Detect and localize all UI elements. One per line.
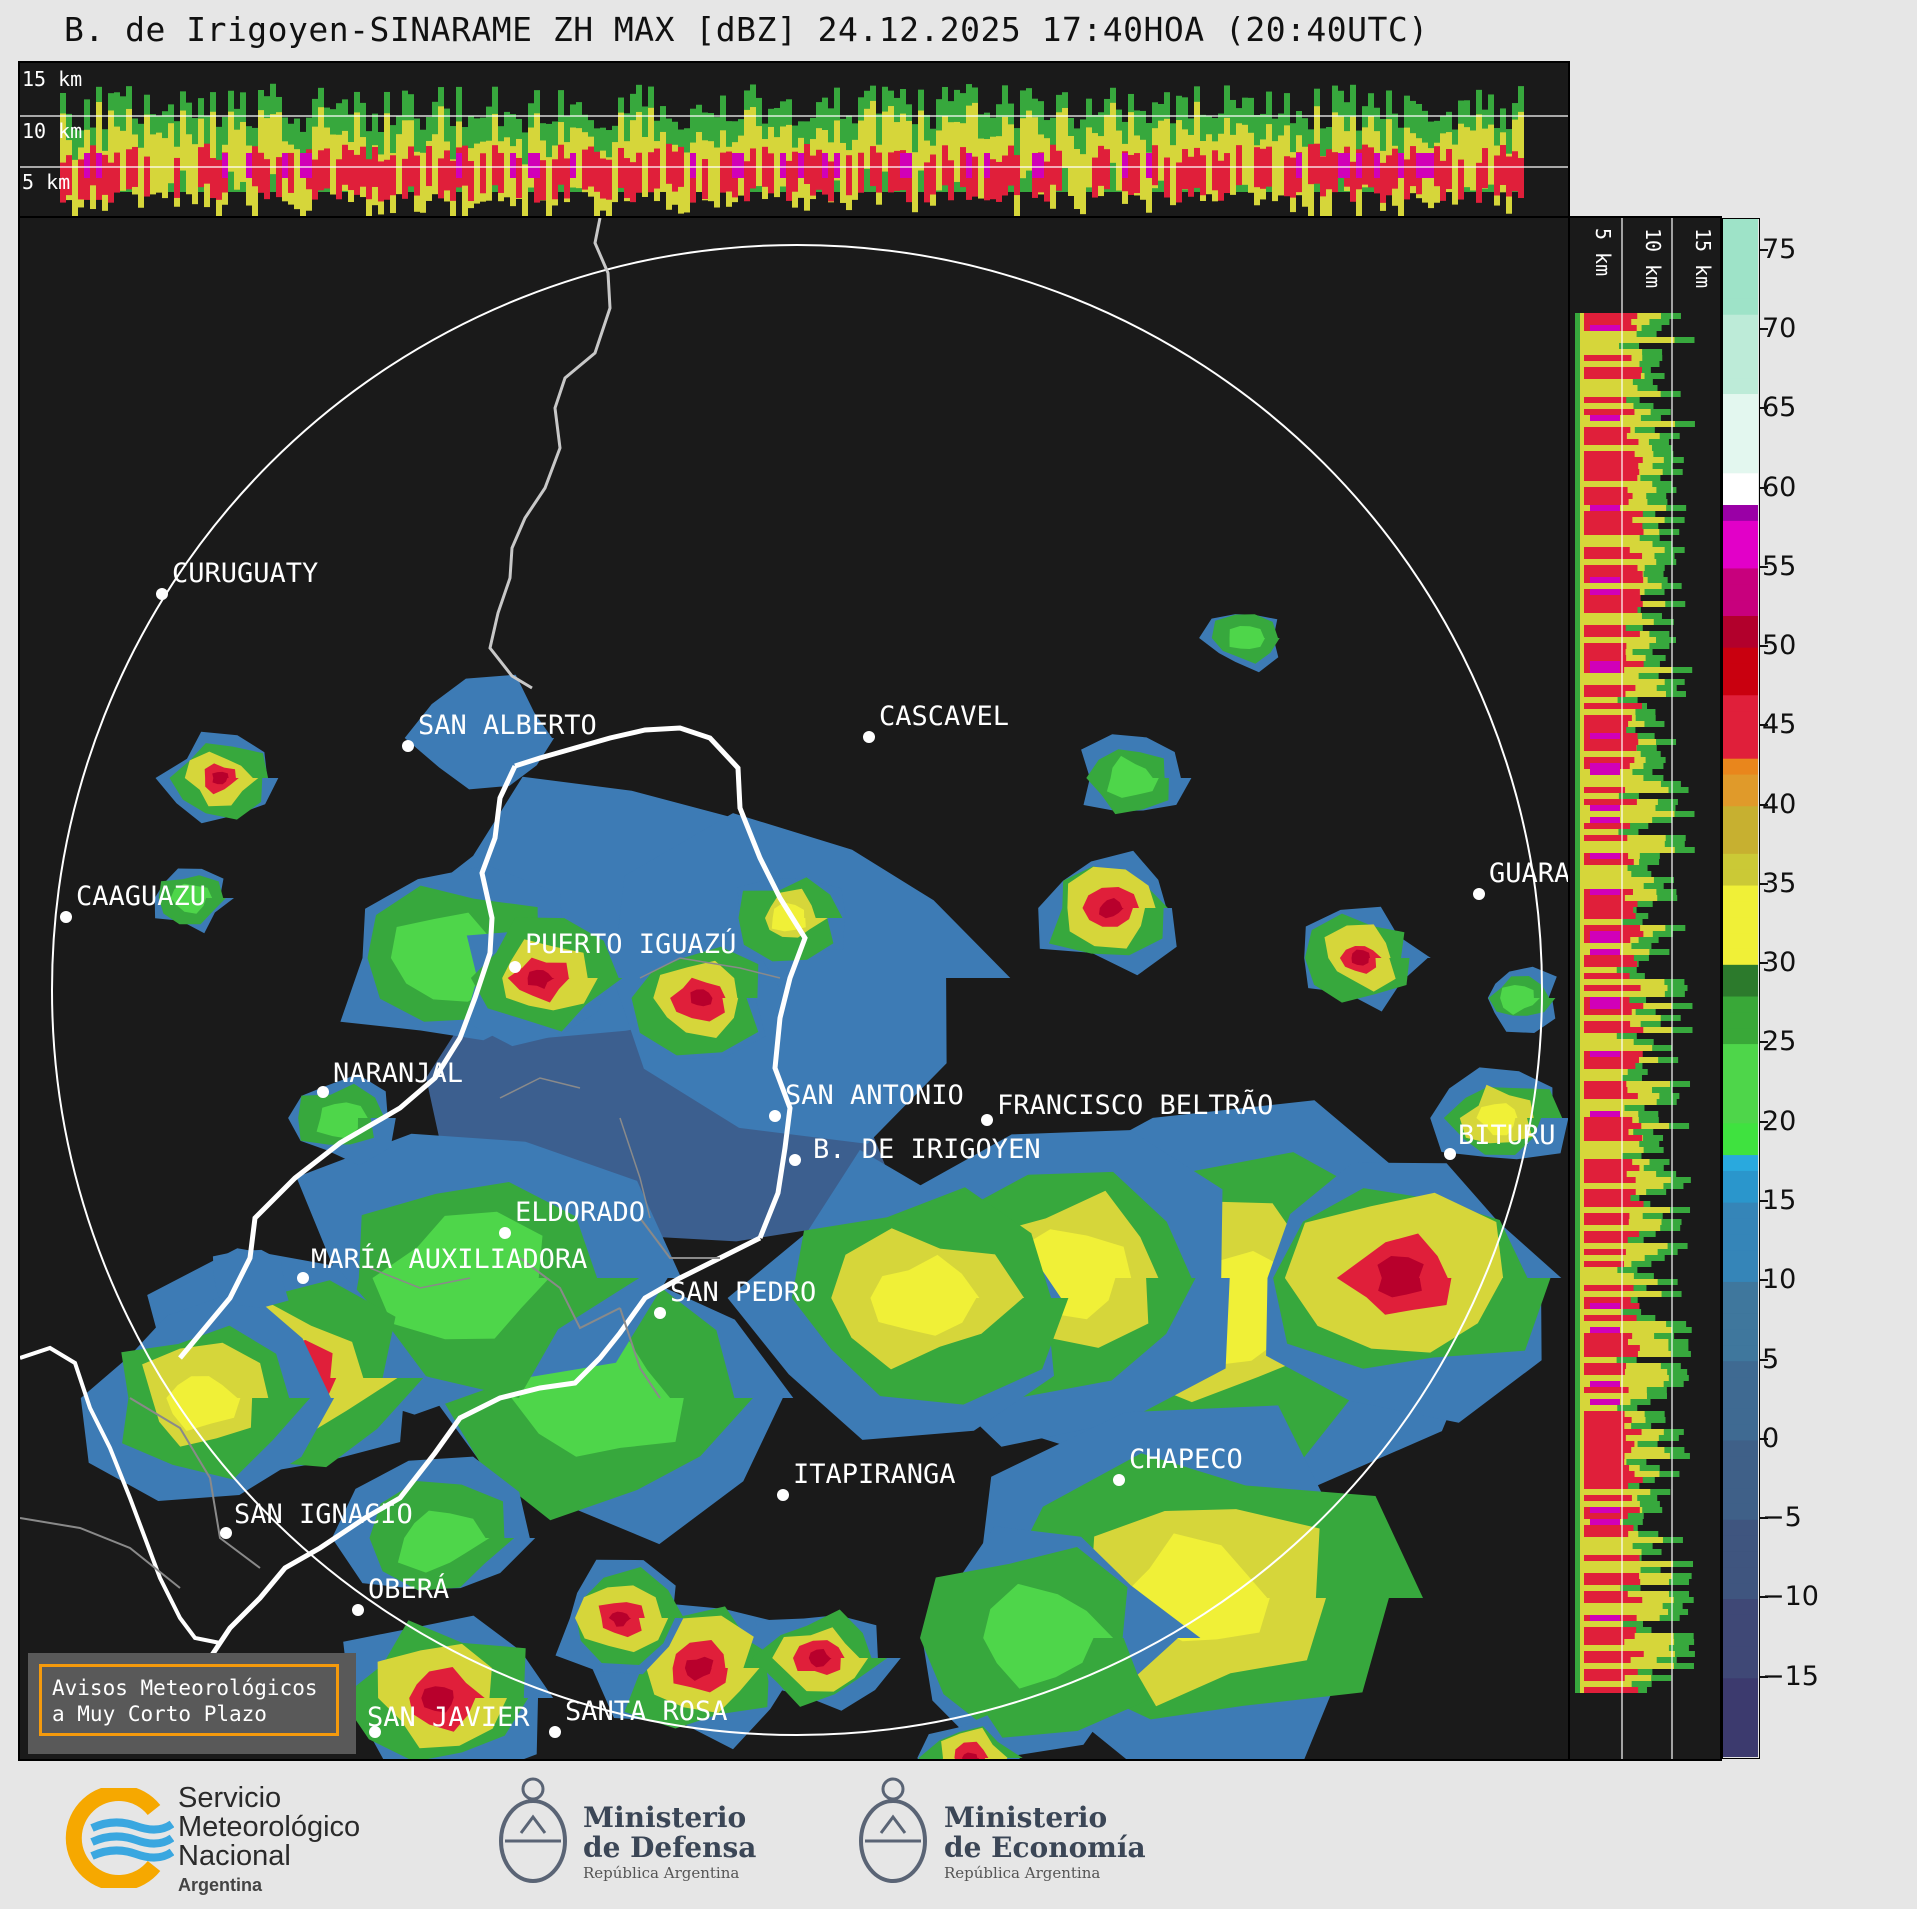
city-marker: SAN ANTONIO: [769, 1080, 964, 1122]
city-label: CHAPECO: [1129, 1444, 1243, 1475]
city-label: FRANCISCO BELTRÃO: [997, 1089, 1273, 1121]
city-marker: B. DE IRIGOYEN: [789, 1134, 1041, 1166]
city-marker: CAAGUAZU: [60, 881, 206, 923]
city-label: ELDORADO: [515, 1197, 645, 1228]
city-label: SAN ANTONIO: [785, 1080, 964, 1111]
colorbar-tick-label: −5: [1762, 1502, 1802, 1534]
colorbar-tick-label: 0: [1762, 1422, 1780, 1454]
top-cross-section-plot: 15 km 10 km 5 km: [20, 67, 1568, 216]
radar-map: CURUGUATY SAN ALBERTO CASCAVEL CAAGUAZU GUAR…: [20, 218, 1570, 1759]
city-marker: PUERTO IGUAZÚ: [509, 928, 736, 973]
city-label: NARANJAL: [333, 1058, 463, 1089]
city-marker: BITURU: [1444, 1120, 1556, 1160]
side-height-label-5: 5 km: [1591, 228, 1615, 276]
city-label: SAN ALBERTO: [418, 710, 597, 741]
city-label: BITURU: [1458, 1120, 1556, 1151]
city-label: ITAPIRANGA: [793, 1459, 956, 1490]
city-marker: SANTA ROSA: [549, 1696, 728, 1738]
city-marker: CASCAVEL: [863, 701, 1009, 743]
radar-map-panel: CURUGUATY SAN ALBERTO CASCAVEL CAAGUAZU GUAR…: [18, 216, 1570, 1761]
coat-of-arms-icon: [499, 1777, 567, 1883]
city-label: SAN JAVIER: [367, 1702, 530, 1733]
ministerio-economia-logo: Ministerio de Economía República Argenti…: [944, 1801, 1146, 1883]
city-label: SAN IGNACIO: [234, 1499, 413, 1530]
colorbar-tick-label: 5: [1762, 1343, 1780, 1375]
city-marker: GUARA: [1473, 858, 1570, 900]
city-marker: FRANCISCO BELTRÃO: [981, 1089, 1273, 1126]
top-height-label-10: 10 km: [22, 119, 82, 143]
province-border-west: [20, 1345, 221, 1645]
side-height-label-15: 15 km: [1691, 228, 1715, 288]
warning-link[interactable]: Avisos Meteorológicos a Muy Corto Plazo: [39, 1664, 339, 1736]
city-label: CAAGUAZU: [76, 881, 206, 912]
top-height-label-5: 5 km: [22, 170, 70, 194]
city-marker: CHAPECO: [1113, 1444, 1243, 1486]
city-marker: ELDORADO: [499, 1197, 645, 1239]
coat-of-arms-icon: [859, 1777, 927, 1883]
city-marker: SAN ALBERTO: [402, 710, 597, 752]
city-label: OBERÁ: [368, 1573, 449, 1605]
city-label: CASCAVEL: [879, 701, 1009, 732]
reflectivity-colorbar: [1722, 218, 1760, 1759]
smn-logo-icon: [65, 1788, 174, 1888]
side-height-label-10: 10 km: [1641, 228, 1665, 288]
city-marker: SAN IGNACIO: [220, 1499, 413, 1539]
range-ring: [51, 244, 1543, 1736]
city-label: GUARA: [1489, 858, 1570, 889]
warning-line-1: Avisos Meteorológicos: [52, 1676, 318, 1700]
city-label: SAN PEDRO: [670, 1277, 816, 1308]
city-label: B. DE IRIGOYEN: [813, 1134, 1041, 1165]
city-marker: SAN PEDRO: [654, 1277, 816, 1319]
city-marker: SAN JAVIER: [367, 1702, 530, 1738]
city-marker: OBERÁ: [352, 1573, 449, 1616]
reflectivity-echoes: [80, 614, 1568, 1759]
page-title: B. de Irigoyen-SINARAME ZH MAX [dBZ] 24.…: [64, 10, 1429, 49]
smn-logo-text: Servicio Meteorológico Nacional Argentin…: [178, 1782, 361, 1896]
warning-line-2: a Muy Corto Plazo: [52, 1702, 267, 1726]
uruguay-river-border: [192, 1235, 762, 1690]
argentina-border: [178, 764, 518, 1360]
city-label: CURUGUATY: [172, 558, 318, 589]
ministerio-defensa-logo: Ministerio de Defensa República Argentin…: [583, 1801, 757, 1883]
city-marker: CURUGUATY: [156, 558, 318, 600]
city-marker: MARÍA AUXILIADORA: [297, 1243, 587, 1284]
city-label: MARÍA AUXILIADORA: [311, 1243, 587, 1275]
top-cross-section-panel: 15 km 10 km 5 km: [18, 61, 1570, 218]
warning-box[interactable]: Avisos Meteorológicos a Muy Corto Plazo: [28, 1653, 356, 1754]
top-height-label-15: 15 km: [22, 67, 82, 91]
paraguay-brazil-border: [488, 218, 612, 690]
side-cross-section-panel: 5 km 10 km 15 km: [1568, 216, 1722, 1761]
city-marker: NARANJAL: [317, 1058, 463, 1098]
city-marker: ITAPIRANGA: [777, 1459, 956, 1501]
city-label: PUERTO IGUAZÚ: [525, 928, 736, 960]
city-label: SANTA ROSA: [565, 1696, 728, 1727]
side-cross-section-plot: 5 km 10 km 15 km: [1575, 218, 1715, 1759]
colorbar-tick-label: −15: [1762, 1660, 1819, 1692]
iguazu-border: [514, 725, 808, 1239]
colorbar-tick-label: −10: [1762, 1581, 1819, 1613]
